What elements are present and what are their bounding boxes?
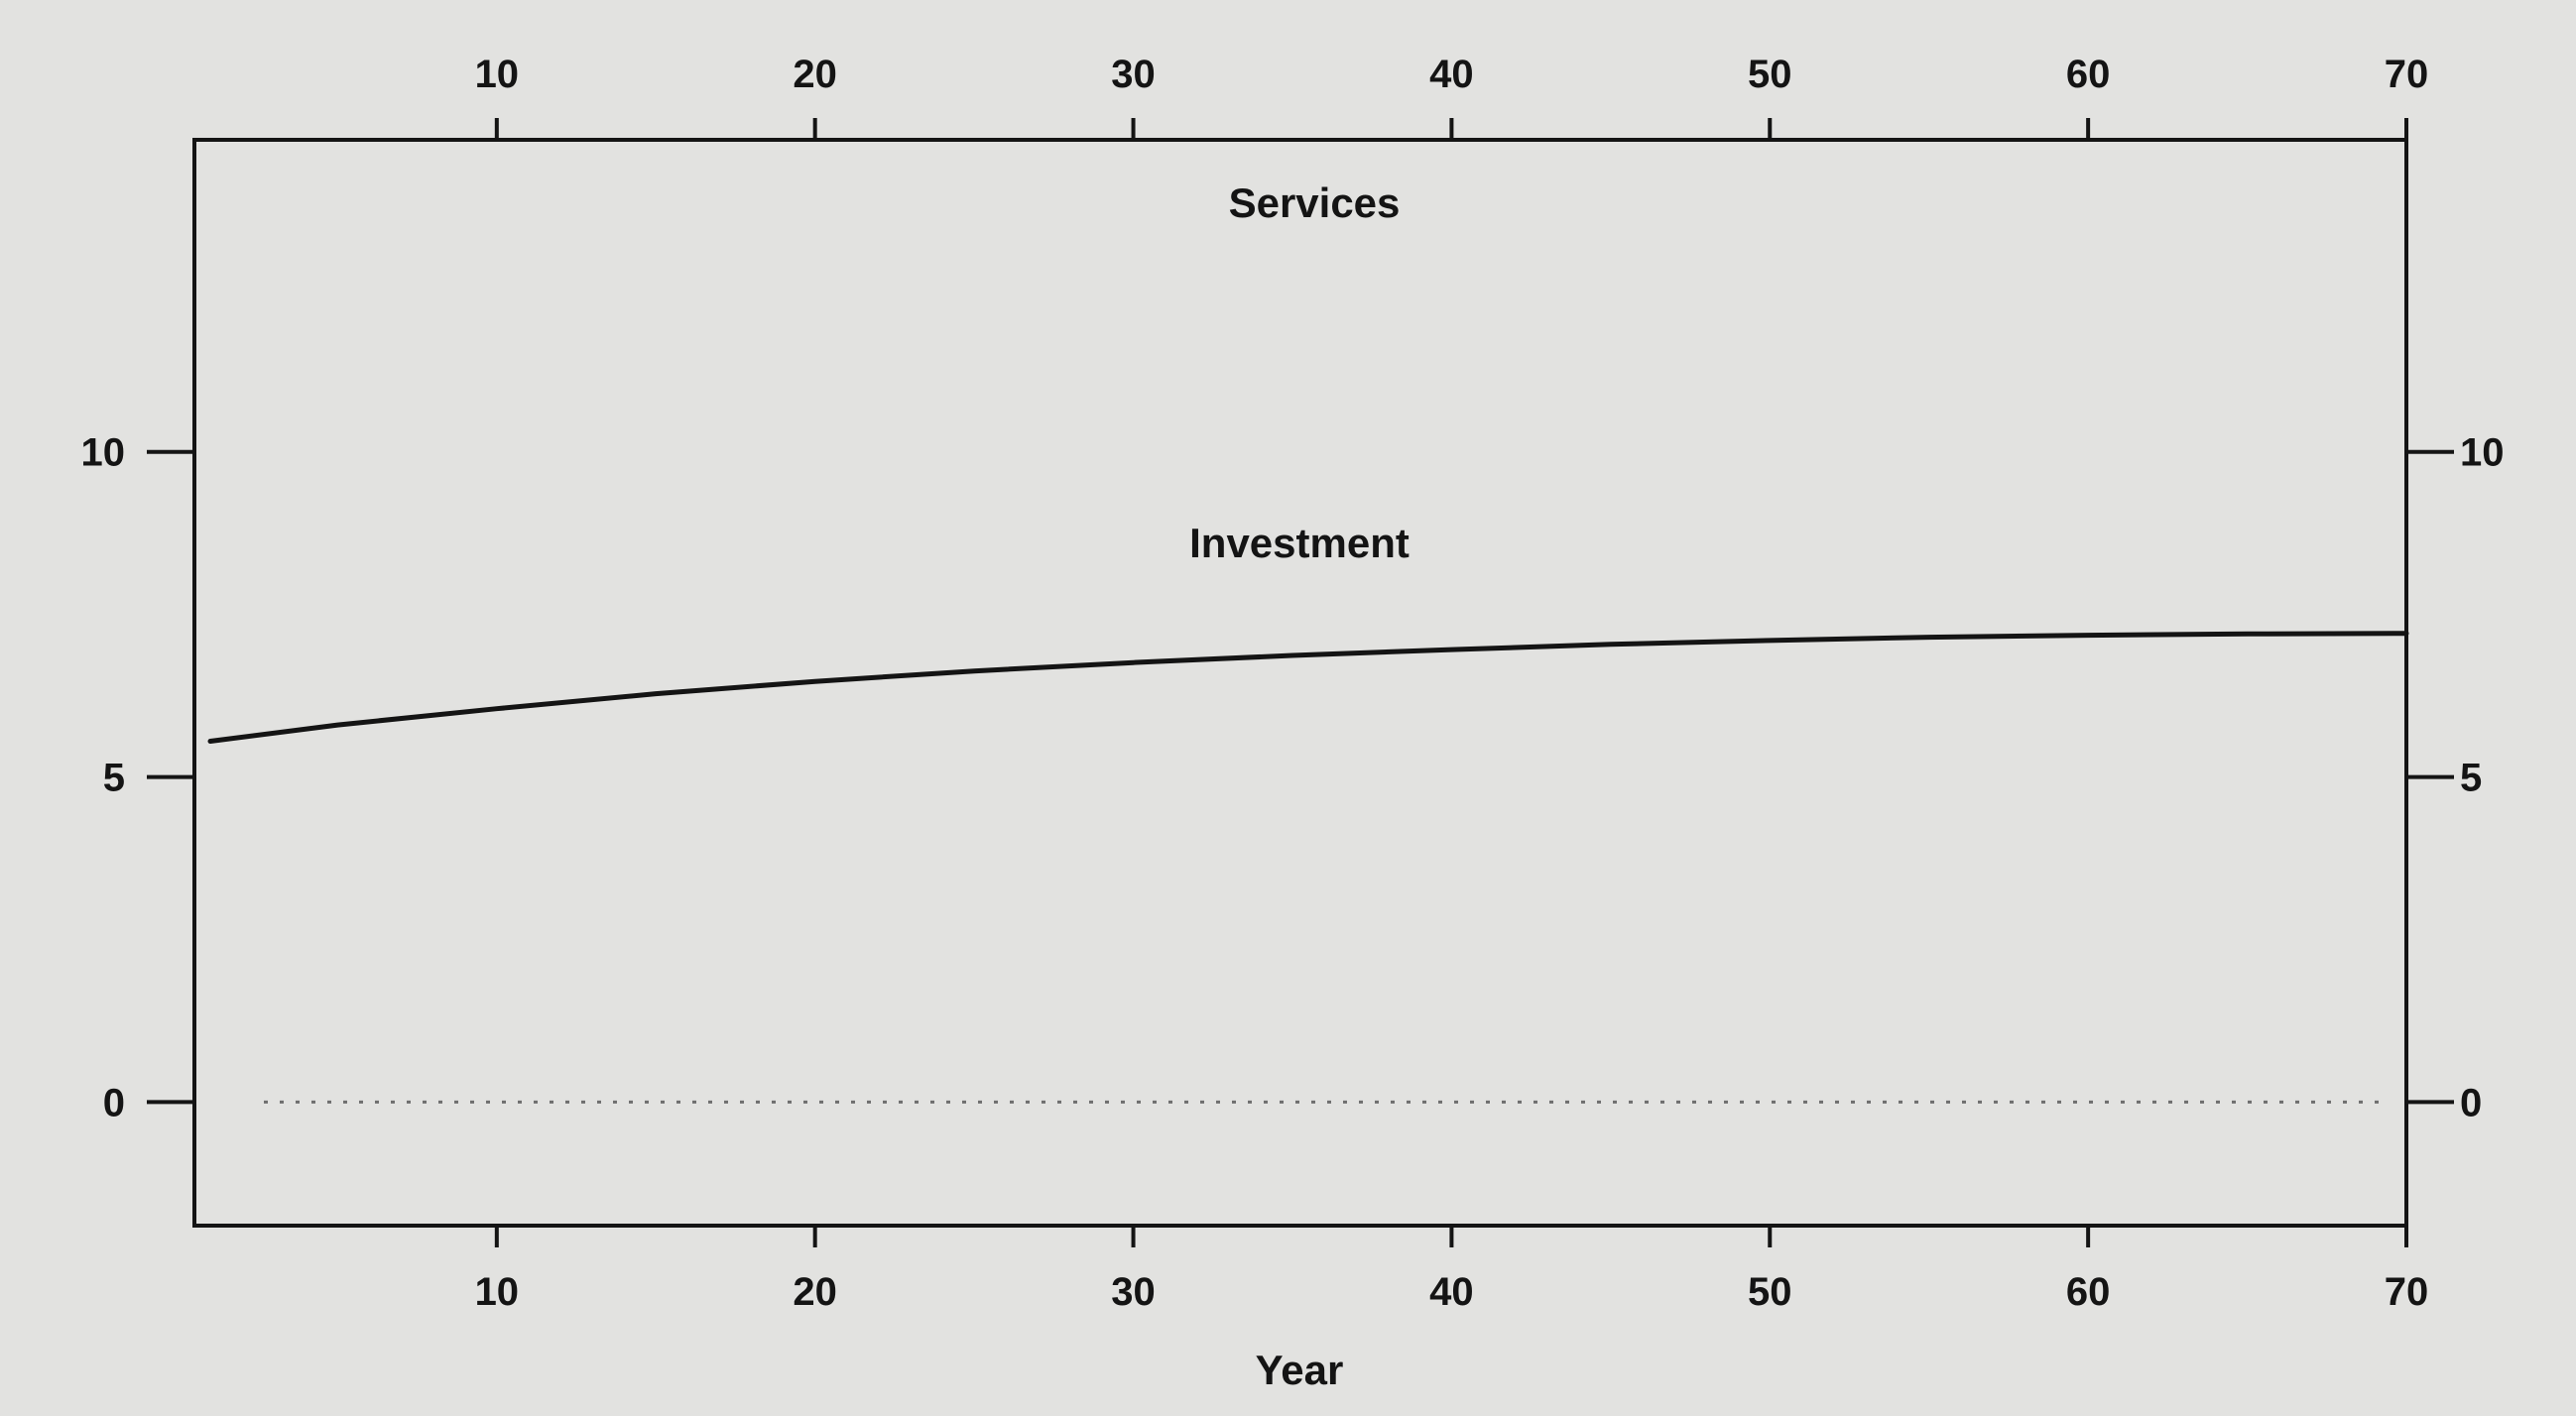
x-axis-top: 10 20 30 40 50 60 70 xyxy=(475,53,2429,140)
x-tick-label-bottom: 60 xyxy=(2066,1270,2111,1314)
y-tick-label-right: 0 xyxy=(2460,1081,2482,1124)
y-tick-label-left: 10 xyxy=(81,431,126,475)
x-tick-label-top: 60 xyxy=(2066,53,2111,96)
y-tick-label-left: 5 xyxy=(103,757,125,800)
y-tick-label-right: 5 xyxy=(2460,757,2482,800)
series-line-0 xyxy=(207,631,2409,744)
x-tick-label-top: 30 xyxy=(1111,53,1156,96)
x-tick-label-top: 50 xyxy=(1748,53,1792,96)
y-axis-right: 0 5 10 xyxy=(2406,431,2505,1124)
y-tick-label-left: 0 xyxy=(103,1081,125,1124)
y-axis-left: 0 5 10 xyxy=(81,431,194,1124)
x-tick-label-top: 10 xyxy=(475,53,520,96)
x-axis-bottom: 10 20 30 40 50 60 70 xyxy=(475,1226,2429,1314)
x-tick-label-bottom: 30 xyxy=(1111,1270,1156,1314)
x-tick-label-bottom: 40 xyxy=(1429,1270,1474,1314)
chart-title: Services xyxy=(1229,179,1401,226)
x-tick-label-bottom: 70 xyxy=(2385,1270,2429,1314)
plot-frame xyxy=(192,138,2408,1228)
x-tick-label-top: 40 xyxy=(1429,53,1474,96)
y-tick-label-right: 10 xyxy=(2460,431,2505,475)
x-tick-label-bottom: 10 xyxy=(475,1270,520,1314)
x-tick-label-bottom: 50 xyxy=(1748,1270,1792,1314)
x-tick-label-top: 70 xyxy=(2385,53,2429,96)
series-label-investment: Investment xyxy=(1189,520,1410,566)
series-layer xyxy=(207,631,2409,744)
x-tick-label-top: 20 xyxy=(793,53,837,96)
x-axis-label: Year xyxy=(1256,1347,1344,1393)
x-tick-label-bottom: 20 xyxy=(793,1270,837,1314)
